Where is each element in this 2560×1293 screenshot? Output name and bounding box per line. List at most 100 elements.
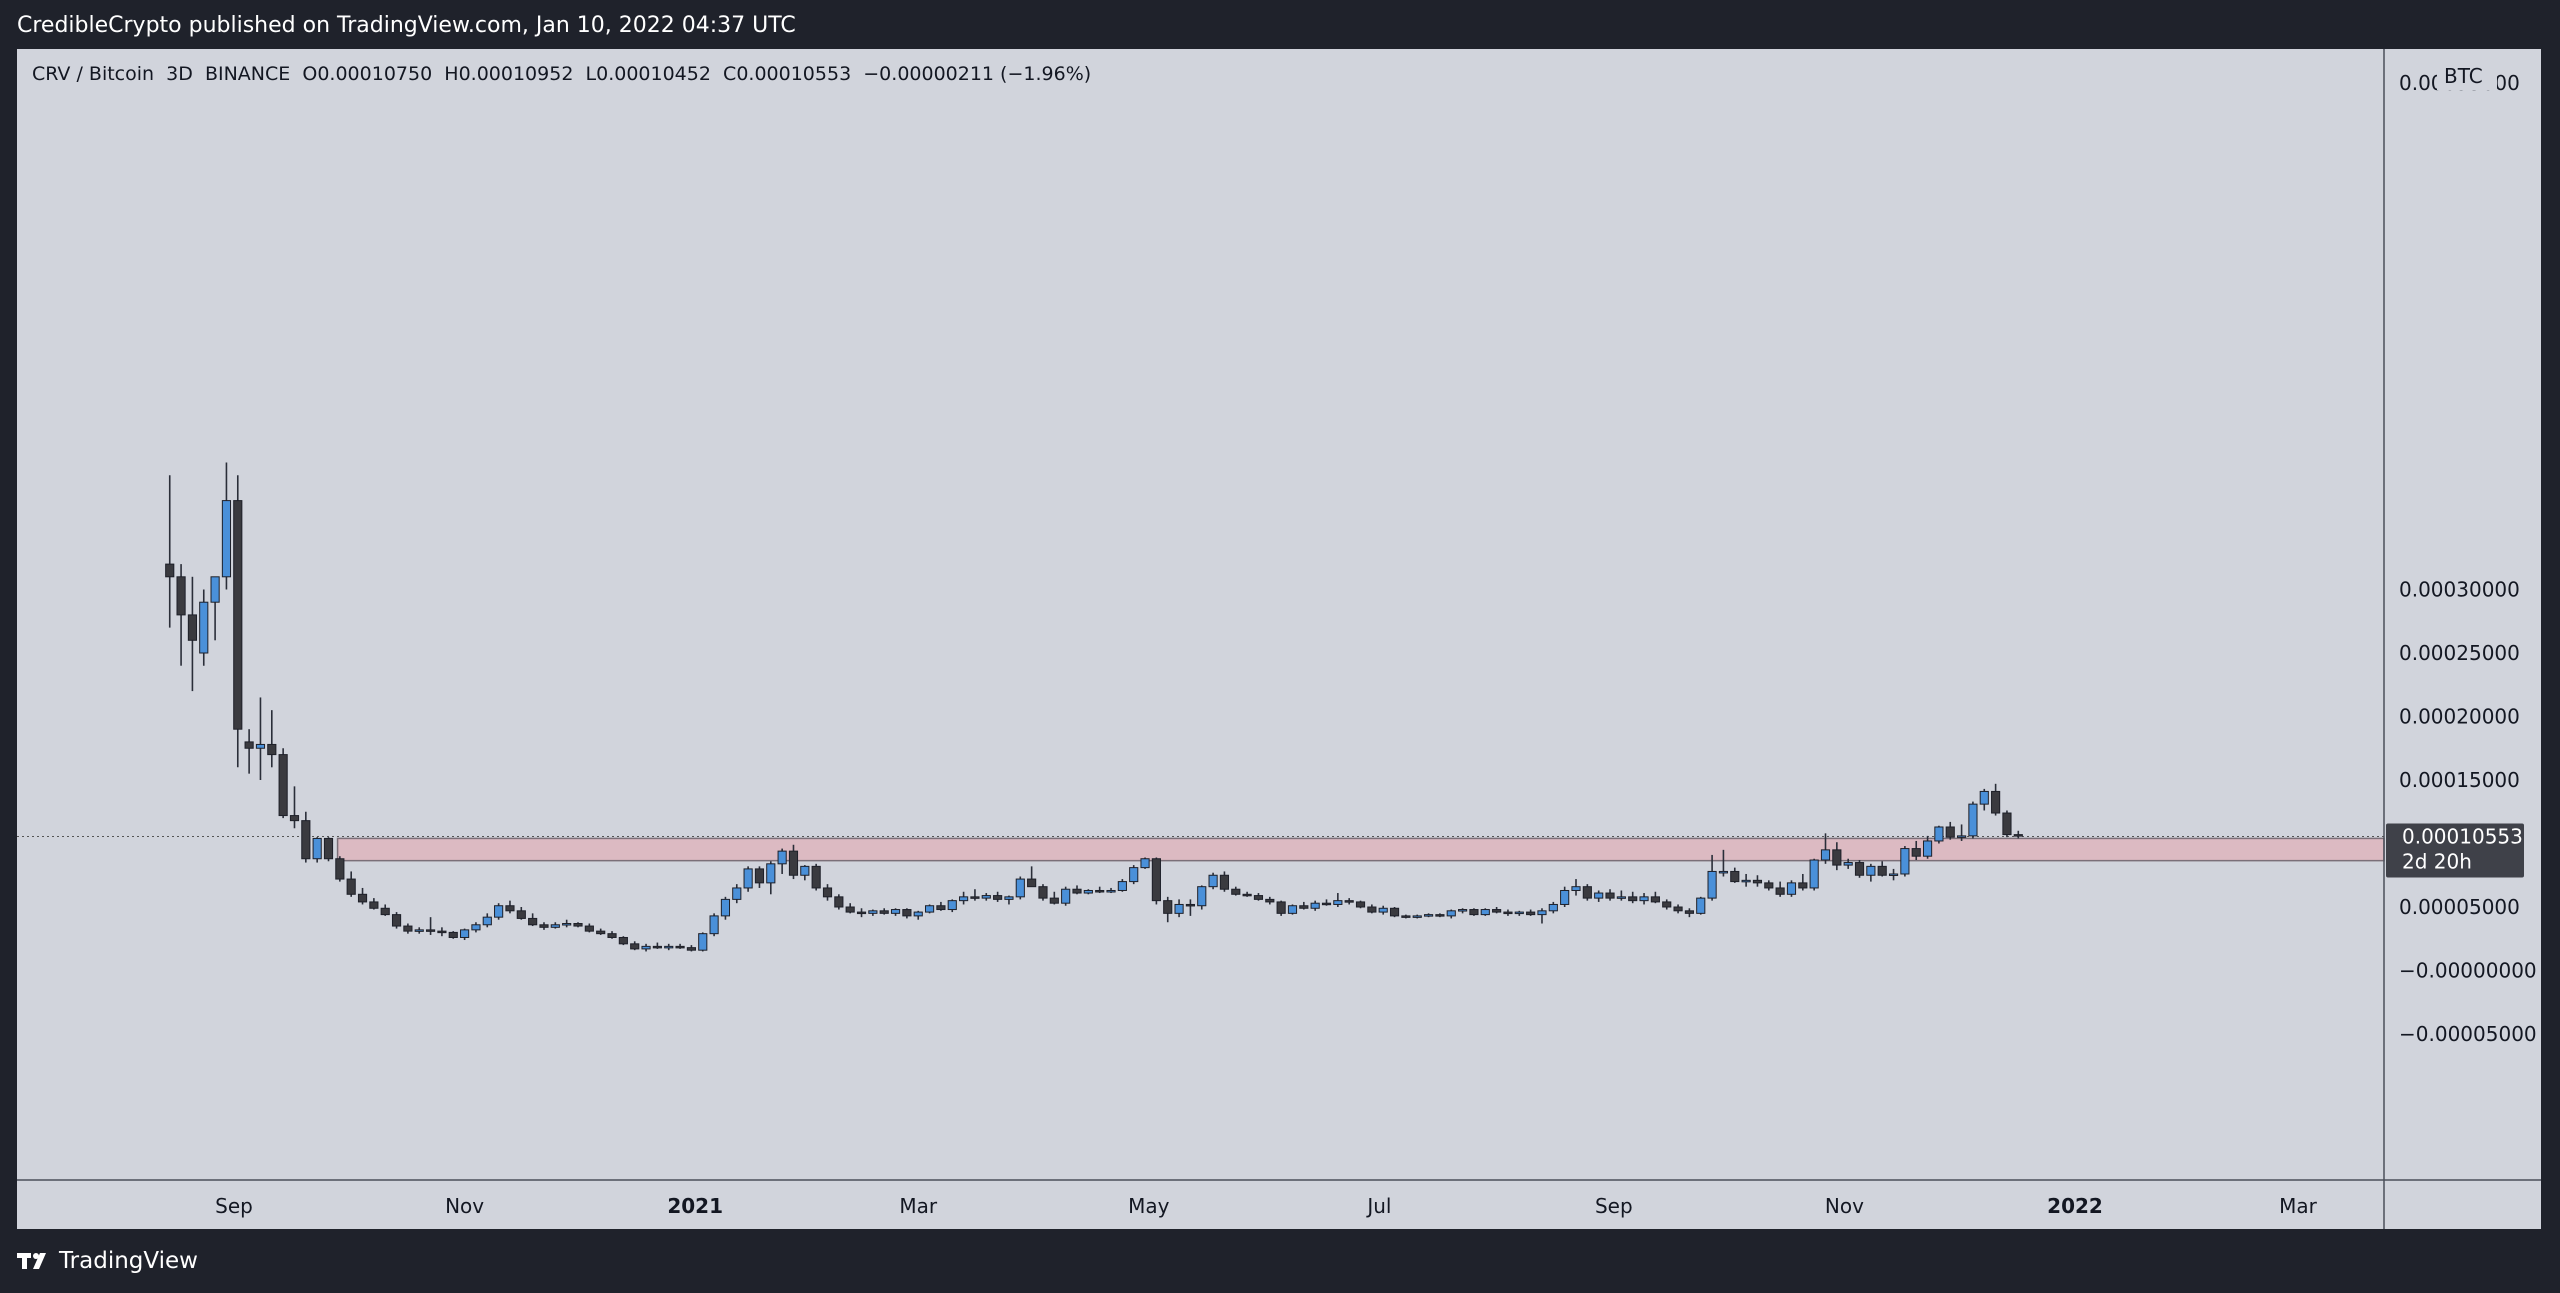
candle-up[interactable] — [1957, 835, 1967, 838]
candle-up[interactable] — [1129, 867, 1139, 883]
candle-down[interactable] — [1526, 911, 1536, 916]
candle-down[interactable] — [902, 909, 912, 917]
candle-up[interactable] — [1820, 849, 1831, 861]
candle-down[interactable] — [573, 923, 583, 927]
candle-up[interactable] — [777, 850, 787, 865]
candle-up[interactable] — [1458, 909, 1468, 912]
candle-down[interactable] — [278, 754, 288, 817]
candle-up[interactable] — [868, 910, 878, 914]
candle-up[interactable] — [924, 905, 935, 913]
candle-down[interactable] — [1038, 886, 1048, 899]
candle-down[interactable] — [1650, 896, 1660, 903]
candle-down[interactable] — [1231, 888, 1241, 895]
candle-down[interactable] — [1299, 905, 1309, 909]
candle-down[interactable] — [187, 614, 197, 641]
candle-up[interactable] — [1197, 886, 1207, 907]
candle-down[interactable] — [176, 576, 186, 616]
candle-down[interactable] — [233, 500, 243, 730]
candle-up[interactable] — [1423, 914, 1434, 917]
candle-down[interactable] — [1775, 887, 1785, 895]
candle-down[interactable] — [1945, 826, 1955, 838]
candle-up[interactable] — [1514, 911, 1524, 915]
candle-up[interactable] — [255, 743, 266, 749]
candle-up[interactable] — [959, 896, 969, 902]
candle-down[interactable] — [1628, 896, 1638, 902]
candle-down[interactable] — [1730, 870, 1740, 883]
candle-down[interactable] — [1605, 892, 1615, 899]
candle-up[interactable] — [743, 868, 753, 889]
candle-down[interactable] — [244, 741, 254, 749]
candle-down[interactable] — [1367, 906, 1377, 913]
candle-up[interactable] — [1117, 881, 1127, 891]
candle-up[interactable] — [1140, 858, 1150, 869]
candle-down[interactable] — [845, 906, 855, 913]
candle-down[interactable] — [630, 943, 640, 950]
candle-down[interactable] — [1095, 889, 1105, 893]
candle-down[interactable] — [403, 925, 413, 932]
candle-up[interactable] — [1378, 907, 1388, 913]
candle-up[interactable] — [664, 945, 674, 949]
candle-up[interactable] — [1061, 888, 1071, 904]
candle-up[interactable] — [1934, 826, 1944, 842]
candle-down[interactable] — [346, 878, 356, 895]
candle-down[interactable] — [1276, 901, 1286, 914]
candle-up[interactable] — [1571, 886, 1581, 891]
candle-down[interactable] — [1435, 914, 1445, 917]
candle-up[interactable] — [1866, 865, 1876, 876]
candle-down[interactable] — [1764, 882, 1774, 889]
candle-down[interactable] — [437, 930, 447, 934]
candle-up[interactable] — [1174, 903, 1184, 914]
support-zone-rect[interactable] — [336, 837, 2385, 862]
candle-down[interactable] — [301, 820, 311, 860]
candle-down[interactable] — [652, 945, 662, 949]
candle-down[interactable] — [1673, 906, 1683, 912]
candle-up[interactable] — [800, 865, 810, 876]
candle-up[interactable] — [550, 924, 560, 928]
candle-up[interactable] — [460, 929, 470, 938]
candle-down[interactable] — [1877, 865, 1887, 876]
candle-up[interactable] — [1412, 915, 1422, 918]
candle-up[interactable] — [766, 863, 776, 884]
price-badge[interactable] — [2386, 823, 2524, 878]
candle-up[interactable] — [1310, 902, 1320, 909]
candle-down[interactable] — [754, 868, 765, 884]
candle-down[interactable] — [2002, 812, 2012, 836]
candle-down[interactable] — [505, 905, 515, 912]
candle-up[interactable] — [1968, 803, 1978, 837]
candle-up[interactable] — [1446, 910, 1456, 917]
footer-brand[interactable]: TradingView — [17, 1248, 198, 1274]
candle-down[interactable] — [1253, 895, 1264, 900]
candle-down[interactable] — [1832, 849, 1842, 866]
candle-up[interactable] — [641, 945, 651, 950]
candle-up[interactable] — [890, 909, 901, 914]
candle-down[interactable] — [425, 929, 436, 932]
candle-up[interactable] — [1639, 896, 1649, 902]
candle-down[interactable] — [584, 925, 594, 932]
candle-up[interactable] — [1106, 889, 1116, 893]
candle-down[interactable] — [1911, 848, 1921, 857]
candle-down[interactable] — [1798, 882, 1808, 889]
candle-down[interactable] — [686, 947, 696, 951]
candle-up[interactable] — [1616, 896, 1626, 899]
candle-up[interactable] — [1979, 790, 1989, 805]
candle-down[interactable] — [596, 930, 606, 935]
candle-up[interactable] — [1888, 873, 1899, 876]
candle-down[interactable] — [357, 893, 368, 903]
candle-up[interactable] — [732, 887, 742, 900]
candle-down[interactable] — [1662, 901, 1672, 908]
candle-down[interactable] — [1401, 915, 1411, 918]
candle-down[interactable] — [528, 917, 538, 926]
candle-up[interactable] — [1707, 870, 1717, 899]
candle-up[interactable] — [1083, 889, 1093, 894]
candle-up[interactable] — [1480, 909, 1490, 916]
candle-up[interactable] — [199, 601, 209, 654]
candle-up[interactable] — [1843, 862, 1853, 866]
candle-down[interactable] — [1389, 907, 1400, 917]
candle-up[interactable] — [562, 923, 572, 926]
candle-up[interactable] — [471, 924, 481, 931]
candle-up[interactable] — [1786, 882, 1797, 895]
candle-down[interactable] — [391, 914, 402, 927]
candle-up[interactable] — [414, 929, 424, 932]
candle-up[interactable] — [720, 898, 731, 917]
candle-down[interactable] — [539, 924, 549, 928]
